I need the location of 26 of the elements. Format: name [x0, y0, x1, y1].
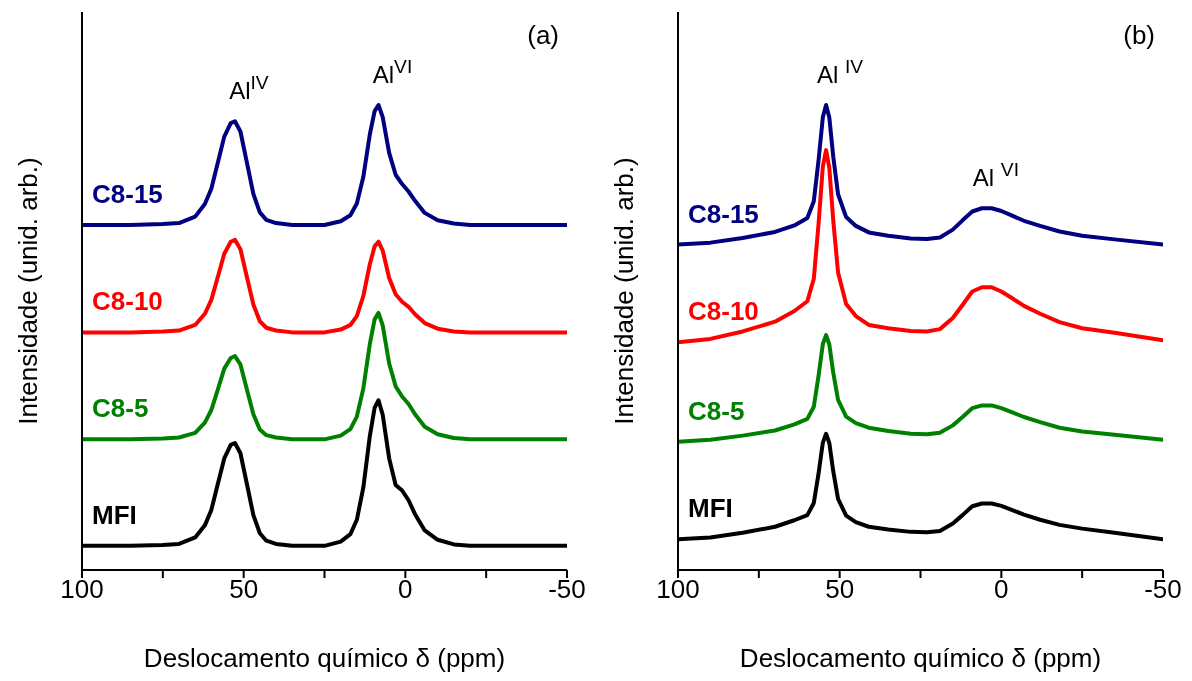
annotation: Al $^{VI}$ — [972, 158, 1020, 192]
series-label: C8-5 — [688, 395, 745, 426]
x-tick-label: 0 — [994, 574, 1009, 605]
series-label: C8-10 — [92, 286, 163, 317]
chart-title: (b) — [1123, 20, 1155, 50]
series-label: C8-5 — [92, 393, 149, 424]
series-label: C8-10 — [688, 296, 759, 327]
x-tick-label: 0 — [398, 574, 413, 605]
text: Al$^{VI}$ — [372, 55, 413, 88]
x-tick-label: 100 — [60, 574, 104, 605]
series-label: C8-15 — [92, 178, 163, 209]
series-label: MFI — [688, 493, 733, 524]
y-axis-title: Intensidade (unid. arb.) — [13, 157, 43, 425]
text: Al$^{IV}$ — [229, 71, 269, 105]
x-tick-label: -50 — [1144, 574, 1182, 605]
series-label: C8-15 — [688, 198, 759, 229]
series-label: MFI — [92, 499, 137, 530]
x-tick-label: -50 — [548, 574, 586, 605]
text: Al $^{IV}$ — [817, 55, 864, 88]
x-axis-title: Deslocamento químico δ (ppm) — [143, 643, 506, 673]
chart-title: (a) — [527, 20, 559, 50]
x-tick-label: 100 — [656, 574, 700, 605]
x-tick-label: 50 — [229, 574, 259, 605]
y-axis-title: Intensidade (unid. arb.) — [609, 157, 639, 425]
x-tick-label: 50 — [825, 574, 855, 605]
x-axis-title: Deslocamento químico δ (ppm) — [739, 643, 1102, 673]
